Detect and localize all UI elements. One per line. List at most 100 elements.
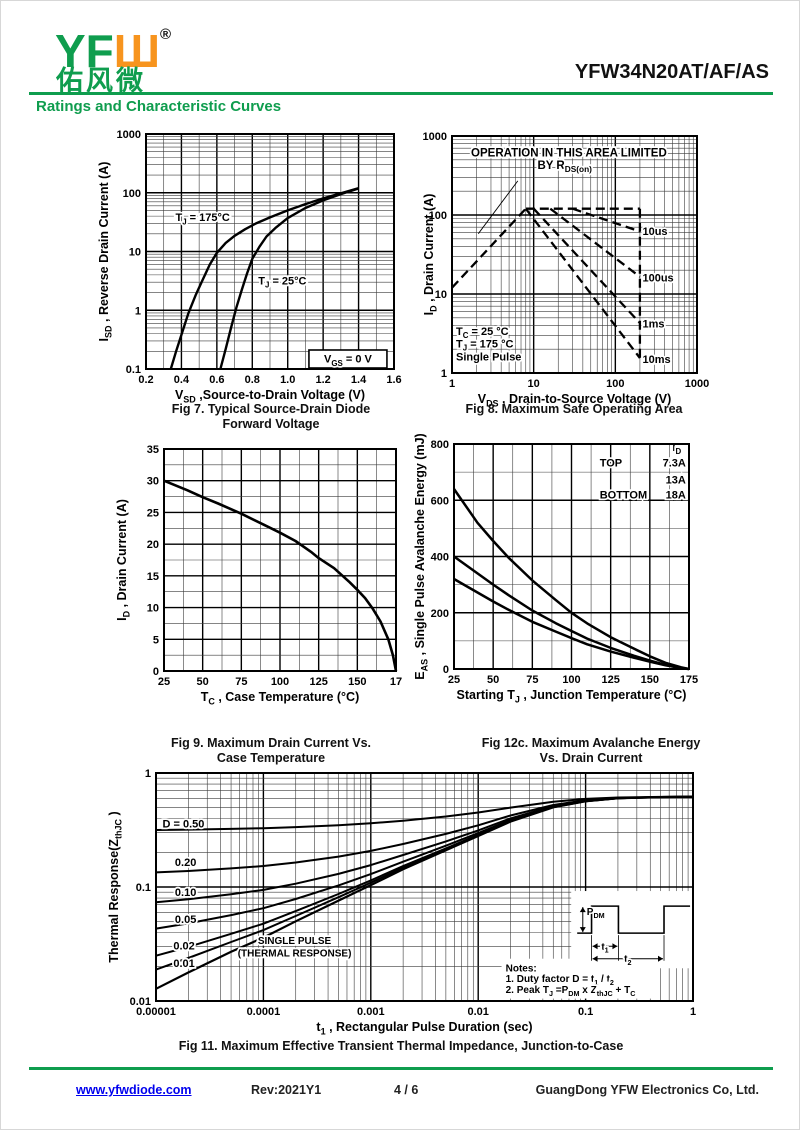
svg-text:0.1: 0.1: [578, 1006, 593, 1018]
svg-text:25: 25: [158, 676, 170, 688]
fig9-caption-line2: Case Temperature: [216, 751, 326, 765]
fig7-caption-line1: Fig 7. Typical Source-Drain Diode: [171, 402, 371, 416]
svg-text:1.0: 1.0: [280, 374, 295, 386]
fig12c-caption: Fig 12c. Maximum Avalanche Energy Vs. Dr…: [421, 736, 761, 766]
svg-text:175: 175: [680, 674, 698, 686]
svg-text:150: 150: [348, 676, 366, 688]
fig12c-avalanche-energy-chart: ID TOP 7.3A 13A BOTTOM 18A 25 50 75 100 125 150 175 0…: [413, 433, 698, 704]
svg-text:Thermal Response(ZthJC ): Thermal Response(ZthJC ): [107, 811, 124, 962]
svg-text:600: 600: [431, 495, 449, 507]
fig11-caption-line1: Fig 11. Maximum Effective Transient Ther…: [178, 1039, 624, 1053]
svg-text:100: 100: [271, 676, 289, 688]
svg-text:400: 400: [431, 552, 449, 564]
svg-text:100: 100: [606, 378, 624, 390]
part-number-title: YFW34N20AT/AF/AS: [574, 61, 769, 83]
svg-text:0.1: 0.1: [136, 882, 151, 894]
logo-yf-text: YF: [55, 25, 114, 77]
svg-text:TJ = 175°C: TJ = 175°C: [176, 212, 230, 226]
svg-text:10: 10: [435, 289, 447, 301]
svg-text:0.02: 0.02: [173, 941, 194, 953]
svg-text:0.0001: 0.0001: [247, 1006, 281, 1018]
svg-text:50: 50: [487, 674, 499, 686]
svg-text:ISD , Reverse Drain Current (A: ISD , Reverse Drain Current (A): [97, 162, 114, 342]
svg-text:VDS , Drain-to-Source Voltage: VDS , Drain-to-Source Voltage (V): [478, 392, 672, 409]
company-name: GuangDong YFW Electronics Co, Ltd.: [535, 1083, 759, 1097]
registered-mark-icon: ®: [160, 26, 172, 43]
svg-text:TJ = 25°C: TJ = 25°C: [258, 275, 306, 289]
svg-text:PDM: PDM: [587, 907, 605, 920]
svg-text:800: 800: [431, 439, 449, 451]
svg-text:TOP: TOP: [600, 458, 622, 470]
fig11-thermal-impedance-chart: PDM t1 t2 D = 0.50 0.20 0.10 0.05 0.02 0.01 SINGL…: [107, 768, 696, 1037]
svg-text:10: 10: [528, 378, 540, 390]
svg-text:13A: 13A: [666, 475, 686, 487]
svg-text:25: 25: [448, 674, 460, 686]
svg-text:t2: t2: [624, 954, 631, 967]
svg-text:75: 75: [235, 676, 247, 688]
svg-text:Single Pulse: Single Pulse: [456, 352, 521, 364]
svg-text:17: 17: [390, 676, 402, 688]
fig9-caption-line1: Fig 9. Maximum Drain Current Vs.: [170, 736, 372, 750]
svg-text:75: 75: [526, 674, 538, 686]
svg-text:1.4: 1.4: [351, 374, 367, 386]
svg-text:20: 20: [147, 539, 159, 551]
svg-text:7.3A: 7.3A: [663, 458, 686, 470]
svg-text:BOTTOM: BOTTOM: [600, 489, 647, 501]
fig12c-caption-line2: Vs. Drain Current: [539, 751, 643, 765]
svg-text:t1: t1: [601, 942, 608, 955]
svg-text:18A: 18A: [666, 489, 686, 501]
logo-w-glyph: Ш: [113, 25, 161, 77]
fig7-source-drain-diode-chart: TJ = 175°C TJ = 25°C VGS = 0 V 0.2 0.4 0.6 0.8…: [97, 129, 402, 405]
svg-text:100: 100: [123, 188, 141, 200]
svg-text:VSD ,Source-to-Drain Voltage (: VSD ,Source-to-Drain Voltage (V): [175, 388, 365, 405]
svg-text:2. Peak TJ =PDM x ZthJC + TC: 2. Peak TJ =PDM x ZthJC + TC: [506, 985, 636, 998]
logo-chinese-name: 佑风微: [56, 66, 146, 96]
svg-text:100: 100: [562, 674, 580, 686]
svg-text:100us: 100us: [642, 273, 673, 285]
svg-text:TC , Case Temperature (°C): TC , Case Temperature (°C): [201, 690, 360, 707]
fig11-caption: Fig 11. Maximum Effective Transient Ther…: [1, 1039, 799, 1054]
svg-text:0.8: 0.8: [245, 374, 260, 386]
svg-text:1. Duty factor D = t1 / t2: 1. Duty factor D = t1 / t2: [506, 974, 614, 987]
svg-text:1: 1: [135, 305, 141, 317]
svg-text:0: 0: [443, 664, 449, 676]
svg-text:200: 200: [431, 608, 449, 620]
svg-text:15: 15: [147, 571, 159, 583]
svg-text:0.10: 0.10: [175, 887, 196, 899]
svg-text:1000: 1000: [685, 378, 709, 390]
svg-text:25: 25: [147, 507, 159, 519]
svg-text:125: 125: [601, 674, 619, 686]
section-heading: Ratings and Characteristic Curves: [36, 98, 282, 115]
svg-text:0.01: 0.01: [130, 996, 151, 1008]
svg-text:100: 100: [429, 210, 447, 222]
svg-text:1000: 1000: [423, 131, 447, 143]
svg-text:1: 1: [690, 1006, 696, 1018]
svg-text:125: 125: [309, 676, 327, 688]
svg-text:BY RDS(on): BY RDS(on): [537, 160, 592, 174]
svg-text:150: 150: [641, 674, 659, 686]
page-number: 4 / 6: [394, 1083, 419, 1097]
svg-text:0.00001: 0.00001: [136, 1006, 176, 1018]
svg-text:VGS = 0 V: VGS = 0 V: [324, 354, 372, 368]
svg-text:10: 10: [129, 247, 141, 259]
svg-text:ID: ID: [672, 442, 681, 456]
svg-text:10ms: 10ms: [642, 354, 670, 366]
svg-text:0.05: 0.05: [175, 914, 196, 926]
fig8-caption-line1: Fig 8. Maximum Safe Operating Area: [465, 402, 683, 416]
svg-text:TC = 25 °C: TC = 25 °C: [456, 326, 509, 340]
fig8-caption: Fig 8. Maximum Safe Operating Area: [404, 402, 744, 417]
svg-text:0.2: 0.2: [138, 374, 153, 386]
fig7-caption: Fig 7. Typical Source-Drain Diode Forwar…: [101, 402, 441, 432]
svg-text:0.20: 0.20: [175, 857, 196, 869]
svg-text:50: 50: [197, 676, 209, 688]
fig7-caption-line2: Forward Voltage: [222, 417, 320, 431]
svg-text:SINGLE PULSE: SINGLE PULSE: [258, 936, 332, 947]
svg-text:Notes:: Notes:: [506, 963, 537, 974]
svg-text:5: 5: [153, 634, 159, 646]
svg-text:EAS , Single Pulse Avalanche E: EAS , Single Pulse Avalanche Energy (mJ): [413, 433, 430, 679]
website-link[interactable]: www.yfwdiode.com: [76, 1083, 192, 1097]
svg-text:0.01: 0.01: [173, 958, 194, 970]
svg-text:ID , Drain Current (A): ID , Drain Current (A): [422, 194, 439, 316]
